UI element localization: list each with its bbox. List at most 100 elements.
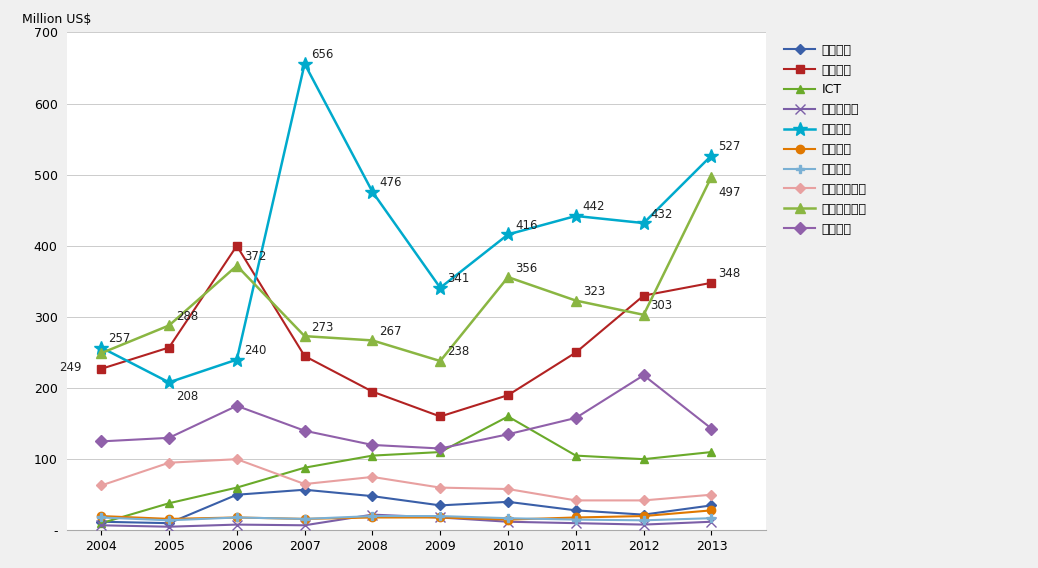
기술연구개발: [570, 497, 582, 504]
의료연구: [434, 413, 446, 420]
ICT: [705, 449, 717, 456]
기술연구개발: [230, 456, 243, 462]
Text: 356: 356: [515, 261, 538, 274]
Line: 환경연구: 환경연구: [97, 371, 715, 453]
임업연구: [637, 513, 650, 520]
농업연구: [366, 189, 379, 195]
환경연구: [570, 415, 582, 421]
연구과학기관: [705, 173, 717, 180]
교육연구: [501, 499, 514, 506]
농업연구: [434, 285, 446, 291]
어업연구: [637, 517, 650, 524]
임업연구: [298, 516, 310, 523]
Text: 656: 656: [311, 48, 334, 61]
Text: 527: 527: [718, 140, 741, 153]
교육연구: [705, 502, 717, 509]
임업연구: [570, 514, 582, 521]
에너지연구: [94, 522, 107, 529]
에너지연구: [298, 522, 310, 529]
연구과학기관: [163, 322, 175, 329]
어업연구: [570, 516, 582, 523]
에너지연구: [501, 519, 514, 525]
임업연구: [434, 514, 446, 521]
의료연구: [230, 243, 243, 249]
의료연구: [570, 349, 582, 356]
Text: 267: 267: [379, 325, 402, 338]
Line: 연구과학기관: 연구과학기관: [97, 172, 716, 366]
ICT: [163, 500, 175, 507]
어업연구: [366, 513, 379, 520]
에너지연구: [637, 521, 650, 528]
기술연구개발: [434, 484, 446, 491]
어업연구: [434, 513, 446, 520]
임업연구: [705, 507, 717, 514]
환경연구: [501, 431, 514, 438]
기술연구개발: [501, 486, 514, 492]
농업연구: [705, 152, 717, 159]
농업연구: [298, 60, 310, 67]
환경연구: [163, 435, 175, 441]
Text: 442: 442: [582, 201, 605, 214]
Line: 의료연구: 의료연구: [97, 241, 715, 421]
임업연구: [163, 516, 175, 523]
교육연구: [94, 519, 107, 525]
연구과학기관: [298, 333, 310, 340]
Text: 476: 476: [379, 176, 402, 189]
기술연구개발: [366, 474, 379, 481]
환경연구: [637, 372, 650, 379]
교육연구: [230, 491, 243, 498]
어업연구: [705, 515, 717, 521]
어업연구: [501, 515, 514, 521]
Text: 341: 341: [447, 272, 469, 285]
임업연구: [501, 516, 514, 523]
ICT: [637, 456, 650, 462]
Line: 기술연구개발: 기술연구개발: [98, 456, 715, 504]
Line: 어업연구: 어업연구: [97, 512, 715, 524]
환경연구: [230, 402, 243, 409]
교육연구: [298, 486, 310, 493]
연구과학기관: [570, 297, 582, 304]
에너지연구: [434, 514, 446, 521]
Text: 416: 416: [515, 219, 538, 232]
환경연구: [298, 427, 310, 434]
에너지연구: [570, 520, 582, 527]
Text: 240: 240: [244, 344, 266, 357]
Line: 에너지연구: 에너지연구: [97, 509, 716, 532]
어업연구: [230, 514, 243, 521]
기술연구개발: [705, 491, 717, 498]
어업연구: [298, 516, 310, 523]
어업연구: [94, 514, 107, 521]
연구과학기관: [230, 262, 243, 269]
농업연구: [570, 212, 582, 219]
Text: Million US$: Million US$: [22, 12, 91, 26]
의료연구: [705, 279, 717, 286]
기술연구개발: [637, 497, 650, 504]
Line: 임업연구: 임업연구: [97, 506, 715, 524]
환경연구: [366, 441, 379, 448]
임업연구: [366, 514, 379, 521]
Text: 348: 348: [718, 268, 741, 280]
Text: 288: 288: [176, 310, 198, 323]
Line: ICT: ICT: [97, 412, 715, 527]
ICT: [298, 464, 310, 471]
연구과학기관: [434, 358, 446, 365]
교육연구: [570, 507, 582, 514]
의료연구: [501, 392, 514, 399]
의료연구: [163, 344, 175, 351]
ICT: [230, 484, 243, 491]
에너지연구: [366, 511, 379, 518]
농업연구: [501, 231, 514, 238]
Line: 농업연구: 농업연구: [94, 57, 718, 389]
연구과학기관: [366, 337, 379, 344]
농업연구: [230, 356, 243, 363]
의료연구: [366, 388, 379, 395]
에너지연구: [163, 523, 175, 530]
농업연구: [637, 220, 650, 227]
연구과학기관: [637, 311, 650, 318]
임업연구: [230, 514, 243, 521]
의료연구: [94, 365, 107, 372]
에너지연구: [705, 519, 717, 525]
연구과학기관: [94, 350, 107, 357]
교육연구: [163, 520, 175, 527]
ICT: [501, 413, 514, 420]
